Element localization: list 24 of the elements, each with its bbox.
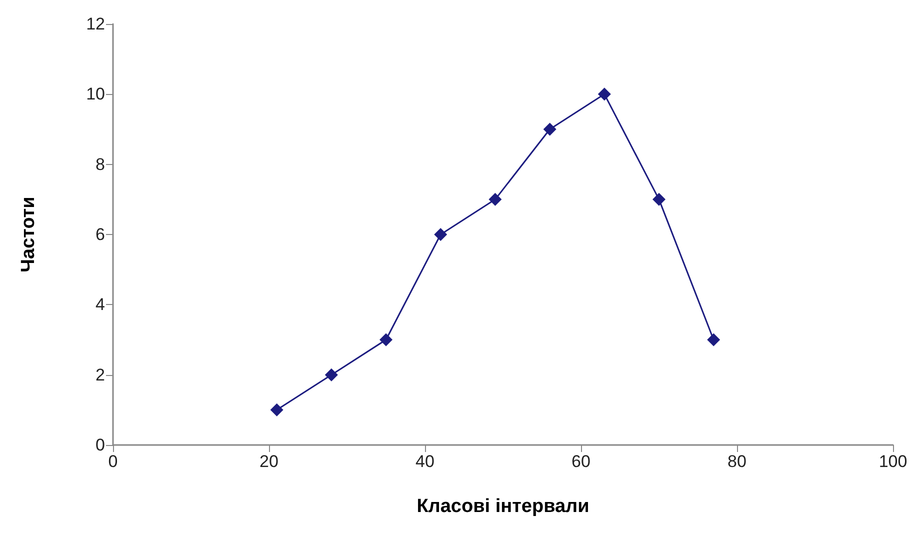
y-tick-label: 12 bbox=[86, 14, 105, 34]
y-tick-label: 6 bbox=[96, 225, 105, 244]
y-axis-title: Частоти bbox=[18, 196, 39, 272]
x-tick-label: 60 bbox=[572, 452, 590, 471]
point bbox=[488, 192, 502, 206]
x-tick-label: 40 bbox=[416, 452, 434, 471]
x-axis-title: Класові інтервали bbox=[416, 496, 590, 517]
x-tick-label: 80 bbox=[728, 452, 746, 471]
x-tick-label: 100 bbox=[878, 452, 908, 471]
y-tick-label: 4 bbox=[96, 295, 105, 314]
y-tick-label: 10 bbox=[86, 84, 105, 104]
point bbox=[543, 122, 556, 136]
point bbox=[324, 368, 338, 382]
x-tick-label: 0 bbox=[108, 452, 118, 471]
point bbox=[434, 228, 448, 241]
y-tick-label: 2 bbox=[96, 365, 105, 384]
point bbox=[652, 192, 666, 206]
point bbox=[380, 333, 392, 346]
point bbox=[707, 333, 720, 346]
y-tick-label: 0 bbox=[96, 436, 105, 454]
y-tick-label: 8 bbox=[96, 154, 105, 174]
point bbox=[598, 88, 611, 101]
x-tick-label: 20 bbox=[260, 452, 278, 471]
point bbox=[270, 403, 284, 416]
